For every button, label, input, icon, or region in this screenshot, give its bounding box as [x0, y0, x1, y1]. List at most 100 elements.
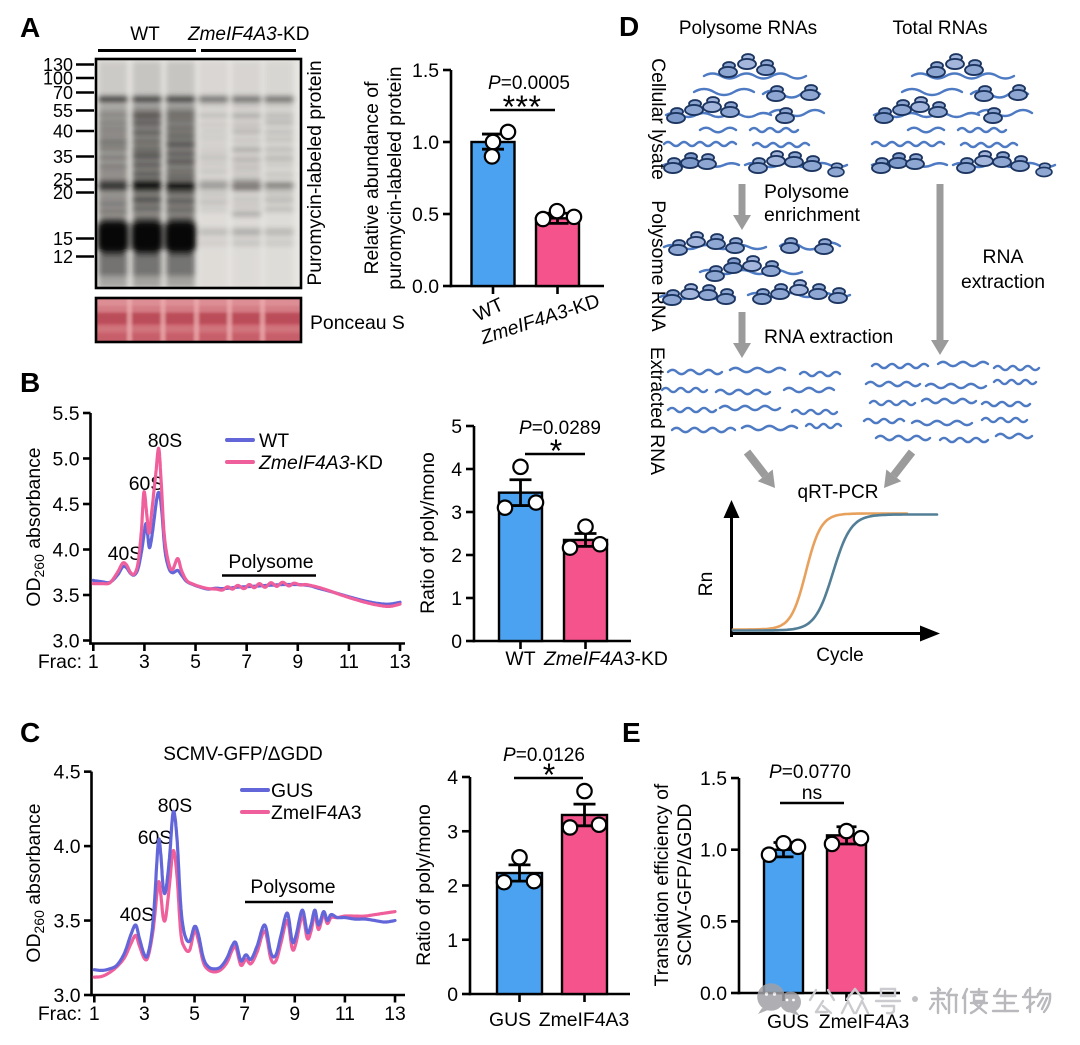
svg-text:0: 0 [447, 984, 458, 1006]
svg-text:enrichment: enrichment [764, 204, 861, 226]
svg-text:Translation efficiency of: Translation efficiency of [651, 783, 673, 986]
svg-text:130: 130 [43, 55, 73, 75]
svg-text:*: * [543, 757, 555, 793]
svg-text:80S: 80S [148, 430, 183, 452]
svg-text:SCMV-GFP/ΔGDD: SCMV-GFP/ΔGDD [674, 804, 696, 967]
svg-text:1.0: 1.0 [412, 132, 439, 154]
svg-text:A: A [20, 12, 40, 43]
svg-text:5: 5 [189, 1003, 200, 1025]
svg-text:4: 4 [451, 459, 462, 481]
svg-text:SCMV-GFP/ΔGDD: SCMV-GFP/ΔGDD [163, 744, 322, 765]
svg-text:WT: WT [259, 430, 289, 452]
svg-text:15: 15 [53, 229, 73, 249]
svg-text:80S: 80S [158, 795, 193, 817]
svg-text:ZmeIF4A3-KD: ZmeIF4A3-KD [543, 648, 668, 670]
svg-text:1: 1 [451, 588, 462, 610]
svg-text:0: 0 [451, 631, 462, 653]
svg-text:Rn: Rn [695, 572, 717, 597]
svg-text:11: 11 [335, 1003, 355, 1025]
svg-text:Frac:: Frac: [38, 651, 82, 673]
svg-text:OD260 absorbance: OD260 absorbance [23, 803, 47, 962]
svg-text:3: 3 [451, 502, 462, 524]
svg-text:1.0: 1.0 [700, 840, 727, 862]
svg-text:40S: 40S [108, 543, 143, 565]
svg-text:25: 25 [53, 170, 73, 190]
svg-text:1.5: 1.5 [700, 768, 727, 790]
svg-text:ZmeIF4A3: ZmeIF4A3 [819, 1011, 910, 1033]
svg-text:11: 11 [339, 651, 359, 673]
svg-text:ZmeIF4A3-KD: ZmeIF4A3-KD [258, 452, 383, 474]
svg-text:35: 35 [53, 147, 73, 167]
svg-text:Ratio of poly/mono: Ratio of poly/mono [413, 804, 435, 966]
svg-text:B: B [20, 367, 40, 398]
svg-text:GUS: GUS [271, 780, 313, 802]
svg-text:0.5: 0.5 [700, 911, 727, 933]
svg-text:Polysome: Polysome [228, 551, 313, 573]
svg-text:3.5: 3.5 [53, 585, 80, 607]
svg-text:55: 55 [53, 101, 73, 121]
svg-text:3: 3 [447, 821, 458, 843]
svg-text:*: * [550, 433, 562, 469]
svg-text:2: 2 [451, 545, 462, 567]
svg-text:4.5: 4.5 [54, 762, 81, 784]
svg-text:ZmeIF4A3: ZmeIF4A3 [539, 1009, 630, 1031]
svg-text:WT: WT [505, 648, 535, 670]
svg-text:Extracted RNA: Extracted RNA [646, 347, 668, 475]
svg-text:3.0: 3.0 [53, 631, 80, 653]
svg-text:puromycin-labeled protein: puromycin-labeled protein [384, 66, 406, 289]
svg-text:Polysome RNA: Polysome RNA [647, 200, 669, 332]
svg-text:Frac:: Frac: [38, 1003, 82, 1025]
svg-text:ZmeIF4A3-KD: ZmeIF4A3-KD [187, 24, 309, 45]
svg-text:E: E [622, 717, 641, 748]
svg-text:1: 1 [447, 930, 458, 952]
svg-text:3.5: 3.5 [54, 911, 81, 933]
svg-text:Cellular lysate: Cellular lysate [647, 58, 669, 180]
svg-text:13: 13 [389, 651, 411, 673]
svg-text:P=0.0770: P=0.0770 [769, 762, 851, 783]
svg-text:12: 12 [53, 247, 73, 267]
svg-text:P=0.0126: P=0.0126 [503, 745, 585, 766]
svg-text:WT: WT [130, 24, 160, 45]
svg-text:40S: 40S [120, 904, 155, 926]
svg-text:1: 1 [88, 651, 99, 673]
svg-text:GUS: GUS [767, 1011, 809, 1033]
svg-text:Polysome: Polysome [250, 876, 335, 898]
svg-text:GUS: GUS [489, 1009, 531, 1031]
svg-text:Polysome: Polysome [764, 181, 849, 203]
svg-text:RNA extraction: RNA extraction [764, 326, 893, 348]
svg-text:4.0: 4.0 [53, 540, 80, 562]
svg-text:ns: ns [802, 782, 822, 804]
svg-text:4.5: 4.5 [53, 494, 80, 516]
svg-text:P=0.0289: P=0.0289 [519, 418, 601, 439]
svg-text:60S: 60S [138, 827, 173, 849]
svg-text:5: 5 [451, 416, 462, 438]
svg-text:Cycle: Cycle [816, 645, 864, 666]
svg-text:Puromycin-labeled protein: Puromycin-labeled protein [304, 60, 326, 285]
svg-text:3: 3 [139, 651, 150, 673]
svg-text:5.0: 5.0 [53, 449, 80, 471]
svg-text:4: 4 [447, 767, 458, 789]
svg-text:Relative abundance of: Relative abundance of [361, 81, 383, 275]
svg-text:Ponceau S: Ponceau S [310, 312, 405, 334]
svg-text:P=0.0005: P=0.0005 [488, 73, 570, 94]
svg-text:RNA: RNA [983, 246, 1024, 268]
svg-text:13: 13 [384, 1003, 406, 1025]
svg-text:1.5: 1.5 [412, 60, 439, 82]
svg-text:***: *** [503, 89, 542, 125]
svg-text:1: 1 [89, 1003, 100, 1025]
svg-text:2: 2 [447, 876, 458, 898]
svg-text:40: 40 [53, 122, 73, 142]
svg-text:20: 20 [53, 183, 73, 203]
svg-text:5: 5 [190, 651, 201, 673]
svg-text:9: 9 [289, 1003, 300, 1025]
svg-text:ZmeIF4A3: ZmeIF4A3 [271, 802, 362, 824]
svg-text:7: 7 [241, 651, 252, 673]
svg-text:3.0: 3.0 [54, 985, 81, 1007]
svg-text:0.0: 0.0 [412, 276, 439, 298]
svg-text:9: 9 [292, 651, 303, 673]
svg-text:OD260 absorbance: OD260 absorbance [23, 447, 47, 606]
svg-text:3: 3 [139, 1003, 150, 1025]
svg-text:Ratio of poly/mono: Ratio of poly/mono [417, 452, 439, 614]
svg-text:70: 70 [53, 83, 73, 103]
svg-text:Polysome RNAs: Polysome RNAs [679, 18, 817, 39]
